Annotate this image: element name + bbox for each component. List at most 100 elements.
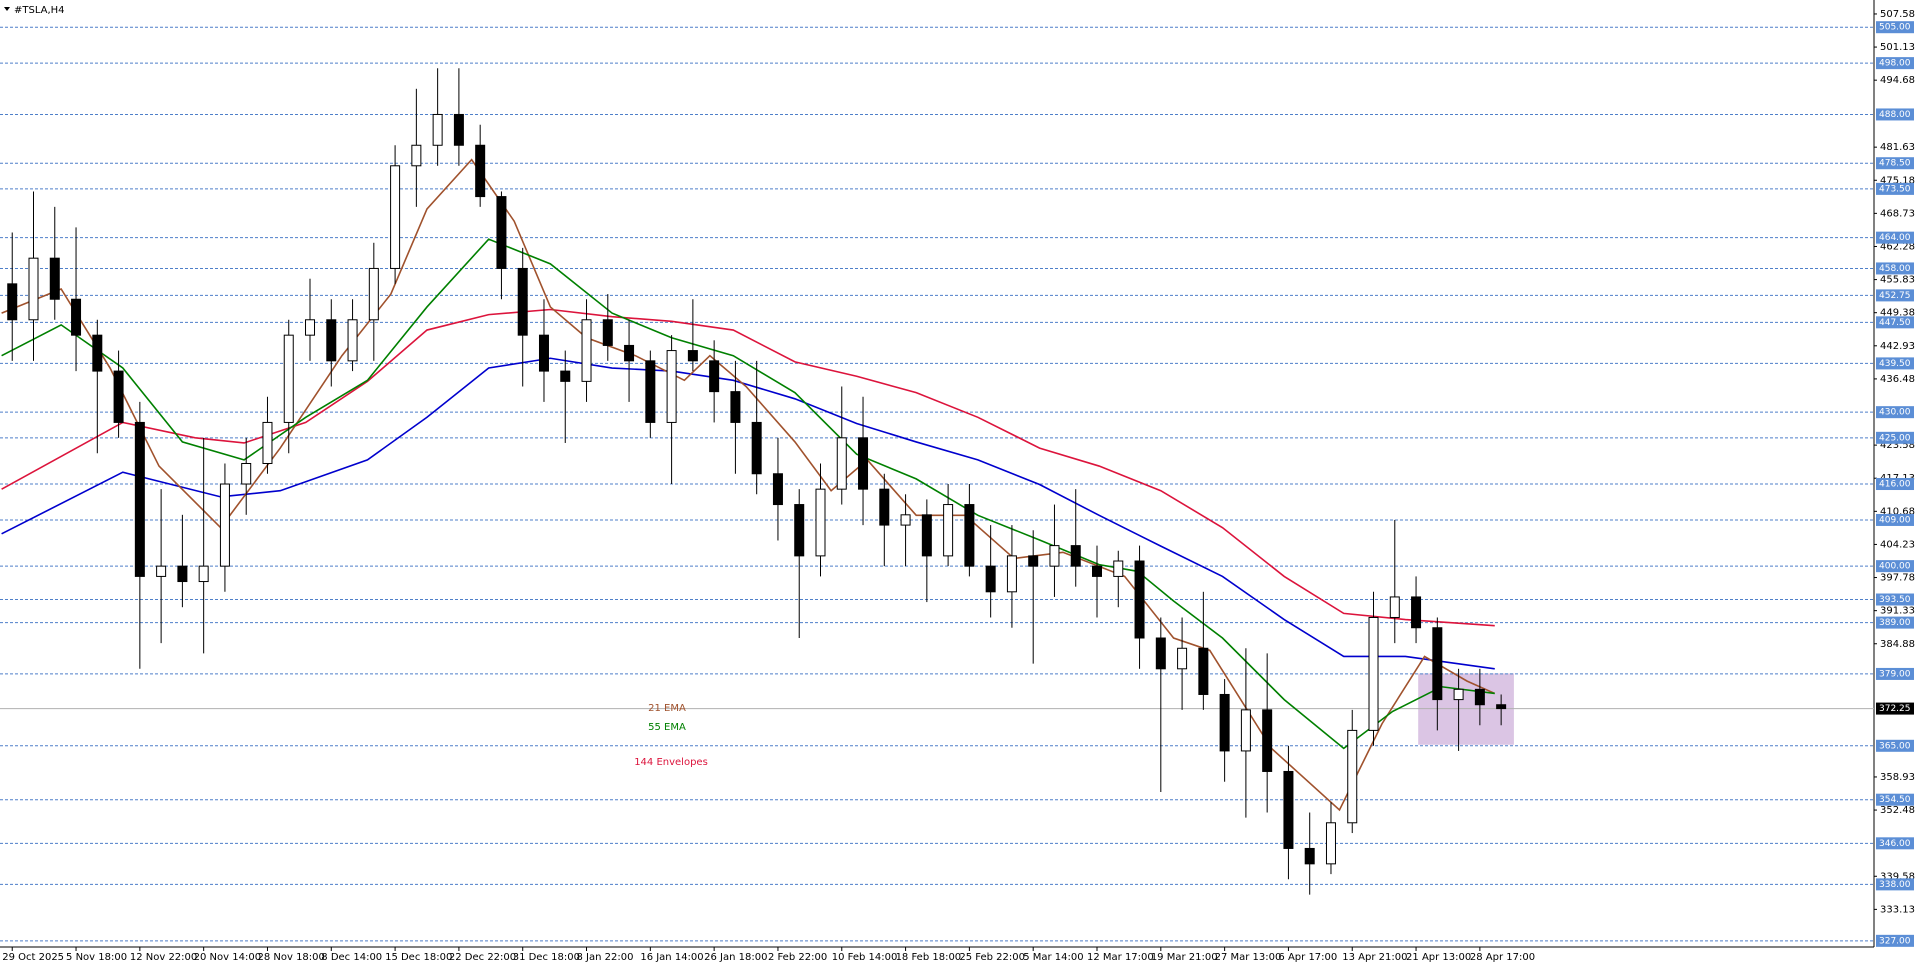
y-tick-label: 468.73 xyxy=(1880,208,1915,219)
x-tick-label: 31 Dec 18:00 xyxy=(513,952,580,963)
candle-body xyxy=(900,514,911,526)
level-label: 425.00 xyxy=(1879,433,1911,443)
candle-body xyxy=(1453,688,1464,701)
level-label: 488.00 xyxy=(1879,110,1911,120)
current-price-box xyxy=(1876,702,1914,715)
level-box xyxy=(1876,934,1914,947)
y-tick-label: 384.88 xyxy=(1880,639,1915,650)
level-box xyxy=(1876,157,1914,170)
level-box xyxy=(1876,231,1914,244)
candle-body xyxy=(1219,693,1230,752)
y-tick-label: 410.68 xyxy=(1880,506,1915,517)
menu-arrow[interactable] xyxy=(4,7,10,11)
candle-body xyxy=(1240,709,1251,752)
level-label: 458.00 xyxy=(1879,264,1911,274)
y-tick-label: 449.38 xyxy=(1880,308,1915,319)
candle-body xyxy=(177,565,188,583)
candle-body xyxy=(1198,647,1209,695)
level-label: 505.00 xyxy=(1879,23,1911,33)
candle-body xyxy=(921,514,932,557)
candle-body xyxy=(815,488,826,557)
x-tick-label: 13 Apr 21:00 xyxy=(1342,952,1407,963)
candle-body xyxy=(1283,770,1294,849)
candle-body xyxy=(858,437,869,490)
x-tick-label: 12 Nov 22:00 xyxy=(130,952,197,963)
current-price-label: 372.25 xyxy=(1879,704,1911,714)
candle-body xyxy=(198,565,209,583)
candle-body xyxy=(645,360,656,423)
candle-body xyxy=(283,334,294,423)
candle-body xyxy=(709,360,720,393)
level-label: 354.50 xyxy=(1879,795,1911,805)
level-box xyxy=(1876,357,1914,370)
level-box xyxy=(1876,667,1914,680)
candle-body xyxy=(538,334,549,372)
x-tick-label: 28 Nov 18:00 xyxy=(257,952,324,963)
candle-body xyxy=(1304,847,1315,865)
candle-body xyxy=(666,350,677,423)
candle-body xyxy=(794,504,805,557)
x-tick-label: 20 Nov 14:00 xyxy=(194,952,261,963)
x-tick-label: 6 Apr 17:00 xyxy=(1278,952,1337,963)
x-tick-label: 29 Oct 2025 xyxy=(2,952,64,963)
candle-body xyxy=(1134,560,1145,639)
y-tick-label: 507.58 xyxy=(1880,9,1915,20)
candle-body xyxy=(241,462,252,485)
level-label: 430.00 xyxy=(1879,408,1911,418)
candle-body xyxy=(517,267,528,336)
x-tick-label: 26 Jan 18:00 xyxy=(704,952,767,963)
candle-body xyxy=(879,488,890,526)
y-tick-label: 333.13 xyxy=(1880,904,1915,915)
y-tick-label: 475.18 xyxy=(1880,175,1915,186)
legend-entry: 21 EMA xyxy=(648,703,686,714)
level-label: 400.00 xyxy=(1879,562,1911,572)
candle-body xyxy=(1325,822,1336,865)
level-label: 346.00 xyxy=(1879,839,1911,849)
candle-body xyxy=(262,421,273,464)
candle-body xyxy=(1113,560,1124,577)
candle-body xyxy=(475,144,486,198)
candle-body xyxy=(49,257,60,300)
level-label: 338.00 xyxy=(1879,880,1911,890)
y-tick-label: 339.58 xyxy=(1880,871,1915,882)
candle-body xyxy=(1070,545,1081,567)
level-box xyxy=(1876,616,1914,629)
x-tick-label: 18 Feb 18:00 xyxy=(896,952,962,963)
candle-body xyxy=(1177,647,1188,670)
x-tick-label: 2 Feb 22:00 xyxy=(768,952,827,963)
candle-body xyxy=(92,334,103,372)
x-tick-label: 8 Jan 22:00 xyxy=(577,952,634,963)
candle-body xyxy=(1028,555,1039,567)
candle-body xyxy=(7,283,18,321)
candle-body xyxy=(730,391,741,423)
candle-body xyxy=(581,319,592,382)
candle-body xyxy=(28,257,39,321)
candle-body xyxy=(390,165,401,269)
level-box xyxy=(1876,57,1914,70)
legend-entry: 144 Envelopes xyxy=(634,757,708,768)
y-tick-label: 481.63 xyxy=(1880,142,1915,153)
level-box xyxy=(1876,478,1914,491)
candle-body xyxy=(1347,729,1358,824)
candle-body xyxy=(453,113,464,146)
x-tick-label: 22 Dec 22:00 xyxy=(449,952,516,963)
x-tick-label: 15 Dec 18:00 xyxy=(385,952,452,963)
level-label: 478.50 xyxy=(1879,159,1911,169)
candle-body xyxy=(71,298,82,336)
level-box xyxy=(1876,262,1914,275)
candle-body xyxy=(326,319,337,362)
candle-body xyxy=(943,504,954,557)
chart-title: #TSLA,H4 xyxy=(14,5,65,16)
level-label: 439.50 xyxy=(1879,359,1911,369)
candle-body xyxy=(1411,596,1422,629)
y-tick-label: 358.93 xyxy=(1880,772,1915,783)
candle-body xyxy=(113,370,124,423)
x-tick-label: 10 Feb 14:00 xyxy=(832,952,898,963)
level-box xyxy=(1876,316,1914,329)
x-tick-label: 16 Jan 14:00 xyxy=(640,952,703,963)
y-tick-label: 404.23 xyxy=(1880,539,1915,550)
level-label: 409.00 xyxy=(1879,515,1911,525)
candle-body xyxy=(1262,709,1273,772)
candle-body xyxy=(560,370,571,382)
level-label: 379.00 xyxy=(1879,669,1911,679)
